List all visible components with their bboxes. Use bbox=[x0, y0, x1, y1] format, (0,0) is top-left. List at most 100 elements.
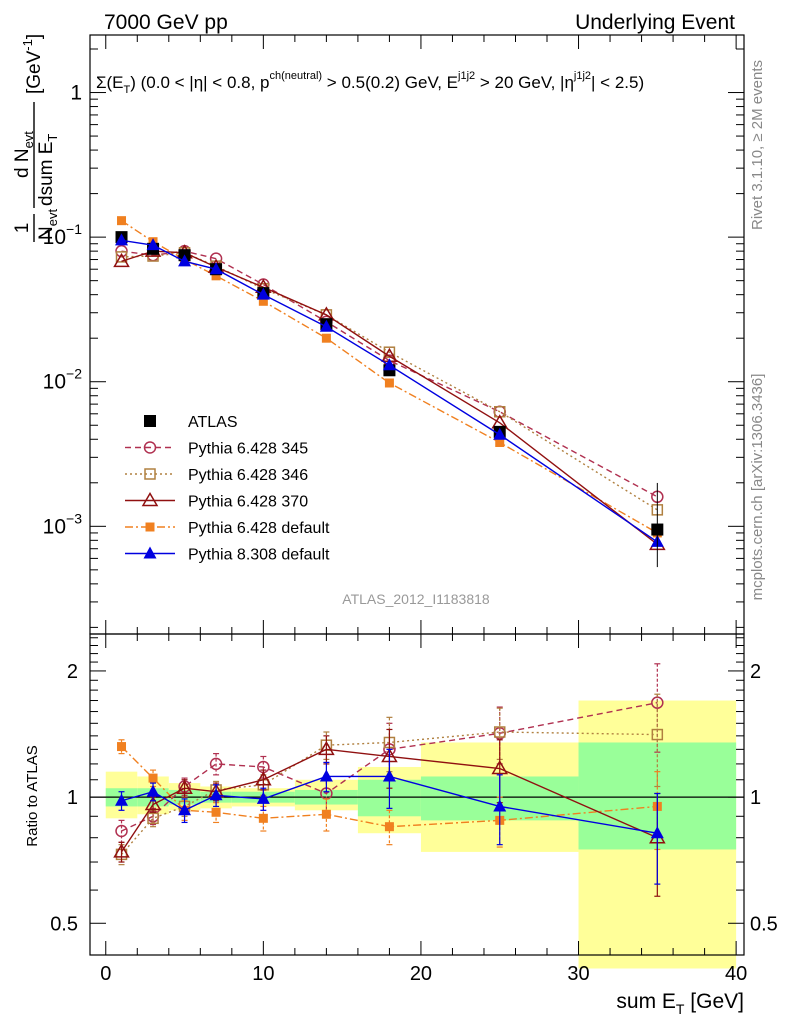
legend-entry: Pythia 6.428 default bbox=[125, 520, 330, 537]
x-tick-label: 0 bbox=[100, 963, 111, 985]
ylabel-one: 1 bbox=[12, 223, 33, 234]
ylabel-exp: -1 bbox=[20, 39, 35, 51]
data-point-p370 bbox=[255, 771, 272, 786]
data-point-p8def bbox=[146, 784, 160, 797]
header-left: 7000 GeV pp bbox=[104, 11, 228, 34]
ratio-y-tick-label-right: 2 bbox=[750, 661, 761, 683]
legend-label: ATLAS bbox=[188, 414, 238, 431]
data-point-p8def bbox=[319, 769, 333, 782]
data-point-p8def bbox=[178, 254, 192, 267]
svg-text:Nevt: Nevt bbox=[36, 209, 60, 240]
x-tick-label: 20 bbox=[410, 963, 432, 985]
data-point-p8def bbox=[115, 233, 129, 246]
data-point-p346 bbox=[493, 726, 506, 738]
ratio-y-tick-label-left: 0.5 bbox=[50, 913, 78, 935]
legend-label: Pythia 6.428 370 bbox=[188, 494, 308, 511]
ylabel-dn-evt: evt bbox=[21, 131, 36, 149]
data-point-p8def bbox=[493, 427, 507, 440]
svg-text:dsum ET: dsum ET bbox=[36, 134, 60, 206]
legend-marker bbox=[144, 415, 156, 427]
series-line-p6def bbox=[121, 220, 658, 534]
data-point-p8def bbox=[146, 238, 160, 251]
ratio-plot-area: 0.5 0.51 12 20 10 20 30 40 bbox=[50, 633, 778, 985]
ratio-y-tick-label-right: 0.5 bbox=[750, 913, 778, 935]
data-point-p8def bbox=[256, 287, 270, 300]
data-point-p6def bbox=[258, 296, 268, 306]
data-point-p6def bbox=[148, 773, 158, 783]
data-point-p6def bbox=[211, 271, 221, 281]
data-point-p6def bbox=[384, 822, 394, 832]
data-point-p6def bbox=[321, 333, 331, 343]
series-line-p345 bbox=[121, 250, 658, 498]
data-point-p6def bbox=[321, 809, 331, 819]
ylabel-unit: [GeV bbox=[24, 50, 45, 94]
data-point-p370 bbox=[318, 740, 335, 756]
y-tick-label: 10−1 bbox=[43, 221, 83, 249]
rivet-version-label: Rivet 3.1.10, ≥ 2M events bbox=[749, 60, 766, 230]
data-point-p8def bbox=[382, 358, 396, 371]
data-point-p8def bbox=[256, 791, 270, 804]
legend-label: Pythia 6.428 346 bbox=[188, 467, 308, 484]
legend-label: Pythia 8.308 default bbox=[188, 547, 330, 564]
data-point-p370 bbox=[113, 252, 130, 268]
legend-marker bbox=[143, 546, 157, 559]
data-point-p6def bbox=[495, 437, 505, 447]
ratio-y-axis-label: Ratio to ATLAS bbox=[24, 745, 41, 846]
data-point-p346 bbox=[147, 812, 159, 825]
ylabel-close: ] bbox=[24, 34, 45, 39]
ylabel-t: T bbox=[45, 134, 60, 142]
legend-entry: Pythia 6.428 346 bbox=[125, 467, 308, 484]
data-point-p8def bbox=[650, 826, 664, 839]
legend-label: Pythia 6.428 default bbox=[188, 520, 330, 537]
header-right: Underlying Event bbox=[575, 11, 735, 34]
data-point-p8def bbox=[115, 793, 129, 806]
analysis-watermark: ATLAS_2012_I1183818 bbox=[342, 591, 490, 607]
y-tick-label: 10−3 bbox=[43, 510, 83, 538]
x-tick-label: 30 bbox=[567, 963, 589, 985]
data-point-p6def bbox=[384, 378, 394, 388]
ylabel-evt: evt bbox=[45, 209, 60, 227]
legend-entry: Pythia 8.308 default bbox=[125, 546, 330, 564]
data-point-p8def bbox=[319, 319, 333, 332]
legend-entry: Pythia 6.428 345 bbox=[125, 441, 308, 458]
ratio-frame bbox=[89, 633, 745, 956]
legend-label: Pythia 6.428 345 bbox=[188, 441, 308, 458]
data-point-p8def bbox=[382, 769, 396, 782]
legend-entry: Pythia 6.428 370 bbox=[125, 492, 308, 511]
ylabel-n: N bbox=[36, 226, 57, 240]
data-point-p8def bbox=[209, 788, 223, 801]
x-axis-label: sum ET [GeV] bbox=[616, 990, 744, 1017]
legend: ATLAS Pythia 6.428 345 Pythia 6.428 346 Pyt… bbox=[125, 414, 330, 564]
data-point-p345 bbox=[209, 757, 223, 771]
error-bar bbox=[654, 792, 661, 885]
series-p8def bbox=[115, 233, 664, 547]
data-point-p6def bbox=[211, 807, 221, 817]
data-point-p346 bbox=[115, 251, 128, 263]
ratio-y-tick-label-left: 2 bbox=[67, 661, 78, 683]
data-point-p8def bbox=[493, 799, 507, 812]
ylabel-dn: d N bbox=[12, 148, 33, 178]
main-y-axis-label: 1 Nevt d Nevt dsum ET [GeV-1] bbox=[12, 34, 60, 242]
main-plot-area: 10−3 10−2 10−1 1 bbox=[43, 34, 745, 635]
y-tick-label: 10−2 bbox=[43, 366, 83, 394]
ylabel-dsum: dsum E bbox=[36, 142, 57, 206]
series-line-p6def bbox=[121, 746, 658, 828]
data-point-p8def bbox=[178, 803, 192, 816]
ratio-y-tick-label-left: 1 bbox=[67, 787, 78, 809]
data-point-p345 bbox=[115, 824, 128, 838]
series-line-p346 bbox=[120, 731, 658, 855]
svg-text:d Nevt: d Nevt bbox=[12, 131, 36, 178]
legend-marker bbox=[145, 522, 155, 532]
data-point-p6def bbox=[258, 813, 268, 823]
data-point-p370 bbox=[144, 796, 162, 811]
data-point-p370 bbox=[491, 760, 509, 775]
data-point-p6def bbox=[117, 216, 127, 226]
x-tick-label: 10 bbox=[252, 963, 274, 985]
legend-marker bbox=[144, 468, 156, 480]
data-point-p6def bbox=[117, 742, 127, 752]
data-point-p370 bbox=[113, 843, 130, 858]
main-title: Σ(ET) (0.0 < |η| < 0.8, pch(neutral) > 0… bbox=[96, 70, 644, 96]
main-frame bbox=[89, 34, 745, 635]
legend-marker bbox=[141, 492, 159, 507]
